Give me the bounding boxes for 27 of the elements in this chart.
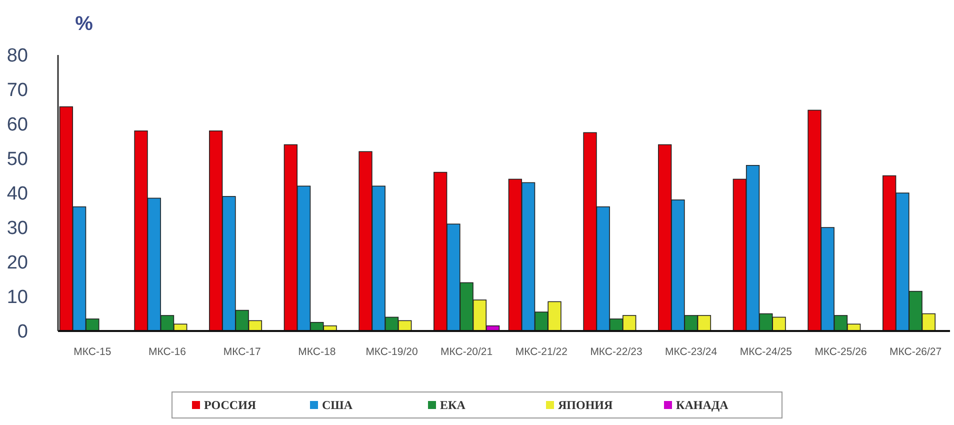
x-tick-label: МКС-20/21 (440, 346, 493, 358)
legend-label: КАНАДА (676, 398, 729, 412)
y-tick-label: 20 (6, 252, 28, 274)
legend-label: ЯПОНИЯ (558, 398, 613, 412)
y-tick-label: 30 (6, 218, 28, 240)
y-tick-label: 40 (6, 184, 28, 205)
y-tick-label: 70 (6, 80, 28, 102)
x-tick-label: МКС-19/20 (366, 346, 418, 358)
x-tick-label: МКС-15 (74, 346, 112, 358)
y-tick-label: 60 (6, 114, 28, 136)
x-tick-label: МКС-16 (148, 346, 186, 358)
y-tick-label: 50 (6, 149, 28, 170)
x-tick-label: МКС-26/27 (890, 346, 942, 358)
x-tick-label: МКС-24/25 (740, 346, 792, 358)
legend-label: РОССИЯ (204, 398, 256, 412)
y-axis-title: % (75, 13, 94, 35)
legend-label: США (322, 398, 353, 412)
y-tick-label: 10 (6, 287, 28, 308)
x-tick-label: МКС-23/24 (665, 346, 718, 358)
x-tick-label: МКС-22/23 (590, 346, 642, 358)
y-tick-label: 80 (6, 46, 28, 67)
legend-label: ЕКА (440, 398, 466, 412)
x-tick-label: МКС-25/26 (814, 346, 867, 358)
x-tick-label: МКС-18 (298, 346, 336, 358)
x-tick-label: МКС-17 (223, 346, 261, 358)
y-tick-label: 0 (17, 322, 28, 343)
x-tick-label: МКС-21/22 (515, 346, 568, 358)
